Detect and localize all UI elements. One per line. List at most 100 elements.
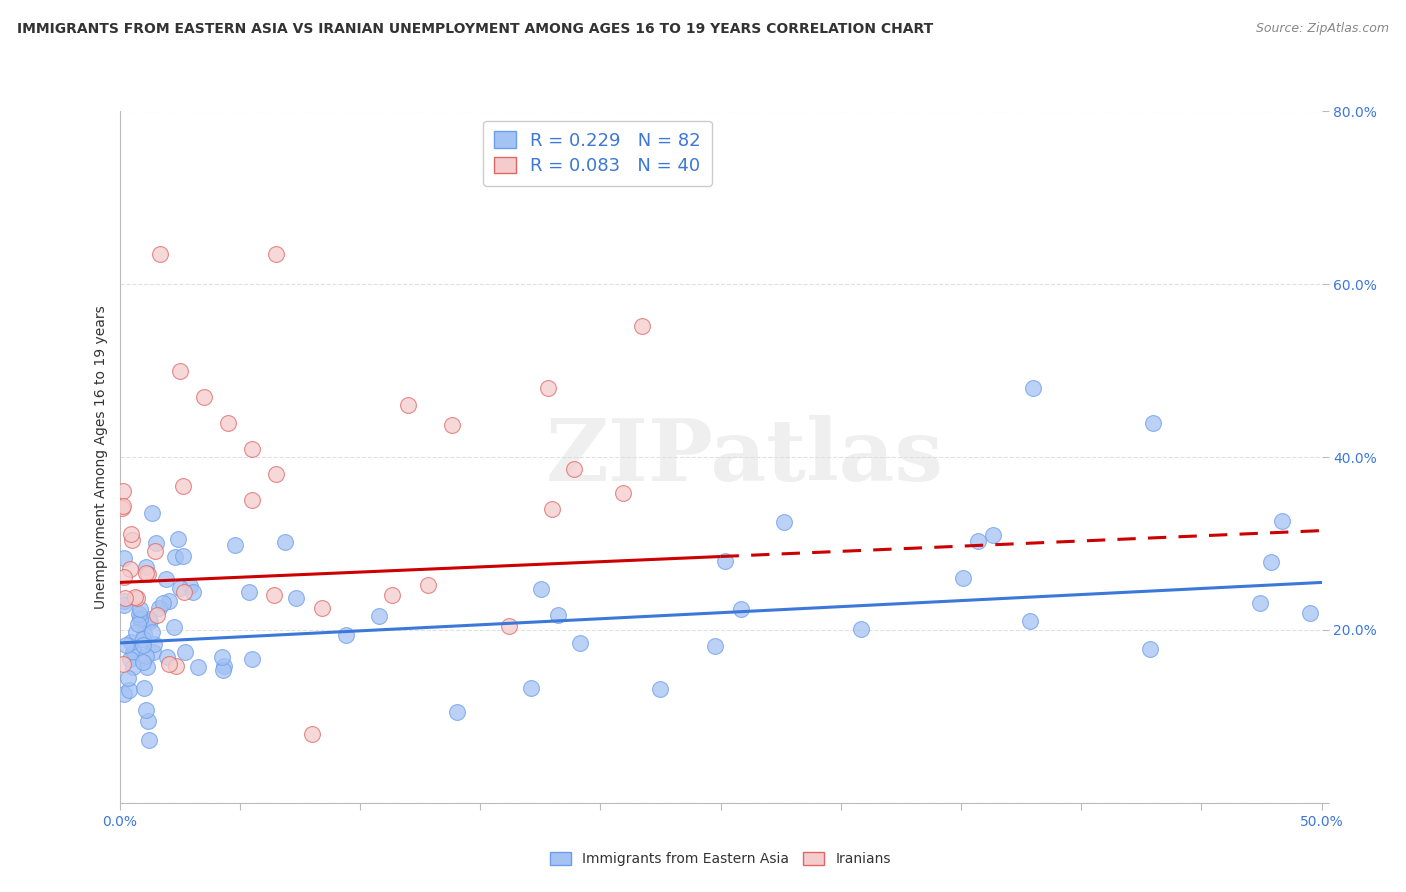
Point — [165, 549, 187, 564]
Point — [135, 566, 157, 580]
Point — [145, 608, 167, 623]
Point — [1271, 514, 1294, 528]
Point — [112, 657, 135, 671]
Text: IMMIGRANTS FROM EASTERN ASIA VS IRANIAN UNEMPLOYMENT AMONG AGES 16 TO 19 YEARS C: IMMIGRANTS FROM EASTERN ASIA VS IRANIAN … — [17, 22, 934, 37]
Point — [114, 591, 136, 606]
Point — [211, 649, 233, 664]
Point — [224, 538, 246, 552]
Point — [240, 442, 263, 456]
Point — [441, 418, 464, 433]
Point — [562, 462, 585, 476]
Point — [155, 572, 177, 586]
Point — [169, 581, 191, 595]
Point — [125, 625, 148, 640]
Point — [142, 644, 165, 658]
Point — [145, 535, 167, 549]
Point — [187, 660, 209, 674]
Y-axis label: Unemployment Among Ages 16 to 19 years: Unemployment Among Ages 16 to 19 years — [94, 305, 108, 609]
Point — [263, 588, 285, 602]
Point — [631, 318, 654, 333]
Point — [1022, 381, 1045, 395]
Point — [124, 591, 146, 605]
Point — [135, 702, 157, 716]
Point — [117, 672, 139, 686]
Point — [174, 645, 197, 659]
Point — [141, 506, 163, 520]
Point — [112, 687, 135, 701]
Point — [138, 614, 160, 628]
Point — [240, 652, 263, 666]
Point — [114, 639, 136, 653]
Point — [612, 486, 634, 500]
Point — [193, 390, 215, 404]
Point — [157, 657, 180, 672]
Point — [136, 714, 159, 728]
Point — [520, 681, 543, 695]
Point — [131, 638, 153, 652]
Point — [1298, 606, 1320, 620]
Point — [157, 594, 180, 608]
Point — [112, 594, 135, 608]
Text: ZIPatlas: ZIPatlas — [546, 415, 943, 500]
Point — [172, 549, 194, 564]
Point — [121, 533, 143, 548]
Point — [134, 627, 156, 641]
Point — [981, 527, 1004, 541]
Point — [169, 364, 191, 378]
Point — [118, 651, 141, 665]
Point — [238, 585, 260, 599]
Point — [145, 543, 167, 558]
Point — [335, 628, 357, 642]
Legend: Immigrants from Eastern Asia, Iranians: Immigrants from Eastern Asia, Iranians — [546, 847, 896, 871]
Point — [128, 607, 150, 621]
Point — [131, 632, 153, 647]
Point — [127, 617, 149, 632]
Point — [128, 602, 150, 616]
Point — [112, 598, 135, 612]
Point — [167, 532, 190, 546]
Point — [111, 499, 134, 513]
Point — [311, 601, 333, 615]
Point — [240, 493, 263, 508]
Point — [530, 582, 553, 596]
Point — [179, 579, 201, 593]
Point — [541, 502, 564, 516]
Point — [396, 398, 419, 412]
Point — [173, 584, 195, 599]
Point — [163, 620, 186, 634]
Point — [498, 619, 520, 633]
Point — [132, 681, 155, 695]
Point — [138, 567, 160, 582]
Point — [128, 612, 150, 626]
Point — [111, 483, 134, 498]
Point — [1260, 555, 1282, 569]
Point — [122, 660, 145, 674]
Point — [217, 416, 239, 430]
Point — [952, 571, 974, 585]
Point — [129, 610, 152, 624]
Point — [118, 683, 141, 698]
Text: Source: ZipAtlas.com: Source: ZipAtlas.com — [1256, 22, 1389, 36]
Point — [127, 591, 149, 606]
Point — [212, 663, 235, 677]
Point — [1142, 416, 1164, 430]
Point — [148, 601, 170, 615]
Point — [773, 515, 796, 529]
Point — [120, 526, 142, 541]
Point — [568, 636, 591, 650]
Point — [1139, 641, 1161, 656]
Point — [135, 649, 157, 664]
Point — [138, 732, 160, 747]
Point — [714, 554, 737, 568]
Point — [149, 247, 172, 261]
Point — [547, 607, 569, 622]
Point — [156, 650, 179, 665]
Point — [650, 682, 672, 697]
Point — [142, 637, 165, 651]
Point — [212, 658, 235, 673]
Point — [120, 635, 142, 649]
Point — [135, 560, 157, 574]
Point — [138, 612, 160, 626]
Point — [730, 602, 752, 616]
Point — [264, 467, 287, 482]
